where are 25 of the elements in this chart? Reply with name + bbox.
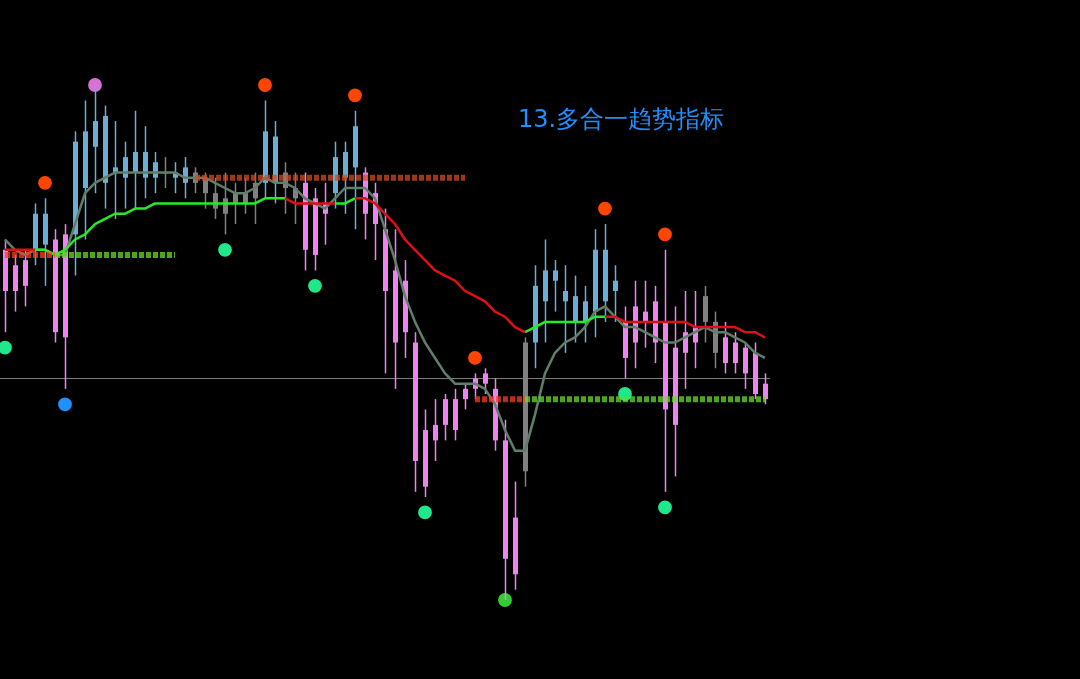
point xyxy=(258,78,272,92)
text: 13.多合一趋势指标 xyxy=(518,104,725,135)
candlestick xyxy=(583,285,588,344)
point xyxy=(0,340,12,355)
candlestick xyxy=(463,382,468,411)
candlestick xyxy=(433,398,438,462)
point xyxy=(218,242,232,257)
point xyxy=(38,175,52,190)
candlestick xyxy=(553,259,558,313)
candlestick xyxy=(733,331,738,375)
point xyxy=(348,88,362,103)
point xyxy=(498,593,512,607)
candlestick xyxy=(763,372,768,406)
candlestick xyxy=(613,264,618,323)
point xyxy=(658,500,672,515)
point xyxy=(468,351,482,365)
candlestick xyxy=(133,110,138,210)
candlestick xyxy=(563,264,568,354)
point xyxy=(418,505,432,520)
point xyxy=(58,397,72,412)
point xyxy=(88,78,102,92)
point xyxy=(598,201,612,216)
point xyxy=(308,278,322,293)
point xyxy=(658,227,672,242)
candlestick xyxy=(483,367,488,395)
